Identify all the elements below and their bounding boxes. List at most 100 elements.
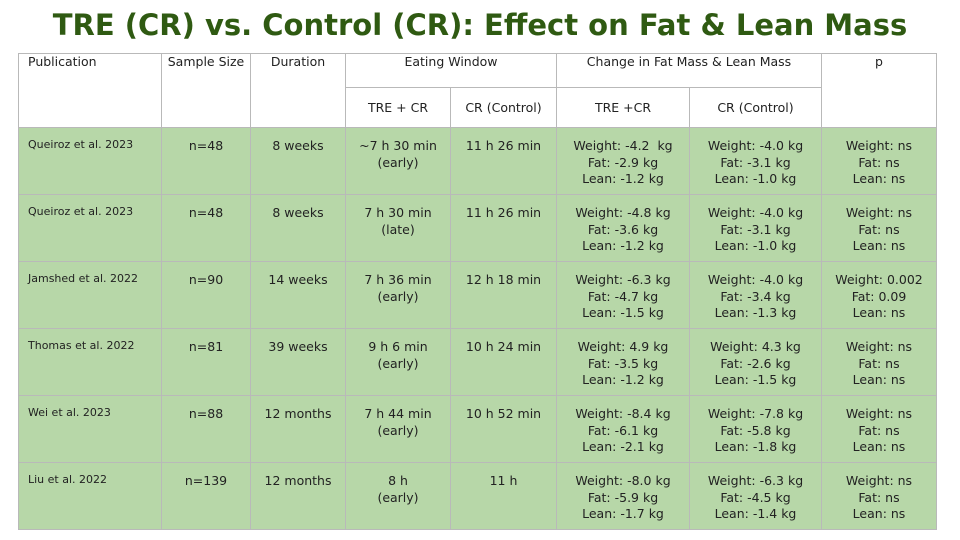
- cell-duration: 8 weeks: [250, 194, 346, 262]
- cell-tre-window-line: 7 h 36 min: [364, 272, 432, 287]
- table-row: Thomas et al. 2022 n=81 39 weeks 9 h 6 min(…: [18, 328, 937, 396]
- cell-p-value-line: Fat: ns: [858, 154, 900, 170]
- cell-cr-change-line: Fat: -5.8 kg: [720, 422, 791, 438]
- cell-tre-change: Weight: -6.3 kg Fat: -4.7 kg Lean: -1.5 kg: [556, 261, 690, 329]
- header-tre-cr-change: TRE +CR: [556, 87, 690, 128]
- cell-p-value: Weight: ns Fat: ns Lean: ns: [821, 462, 937, 530]
- cell-tre-change-line: Lean: -1.2 kg: [582, 238, 664, 253]
- cell-tre-window: 7 h 44 min (early): [345, 395, 451, 463]
- cell-cr-change: Weight: -6.3 kg Fat: -4.5 kg Lean: -1.4 kg: [689, 462, 822, 530]
- cell-publication: Liu et al. 2022: [18, 462, 162, 530]
- cell-tre-change-line: Lean: -1.2 kg: [582, 372, 664, 387]
- cell-cr-change: Weight: -4.0 kg Fat: -3.1 kg Lean: -1.0 kg: [689, 127, 822, 195]
- cell-p-value-line: Lean: ns: [852, 238, 906, 253]
- cell-cr-change: Weight: -4.0 kg Fat: -3.4 kg Lean: -1.3 kg: [689, 261, 822, 329]
- cell-p-value-line: Weight: ns: [845, 205, 913, 220]
- cell-p-value: Weight: 0.002 Fat: 0.09 Lean: ns: [821, 261, 937, 329]
- cell-cr-change-line: Fat: -4.5 kg: [720, 489, 791, 505]
- cell-tre-window-line: (late): [381, 221, 415, 237]
- cell-tre-change-line: Fat: -3.6 kg: [587, 221, 659, 237]
- cell-cr-window: 10 h 24 min: [450, 328, 557, 396]
- cell-tre-change-line: Fat: -3.5 kg: [587, 355, 659, 371]
- cell-tre-window: 7 h 36 min (early): [345, 261, 451, 329]
- cell-tre-window: 7 h 30 min (late): [345, 194, 451, 262]
- cell-tre-window-line: ~7 h 30 min: [359, 138, 437, 153]
- cell-tre-change-line: Weight: -8.4 kg: [575, 406, 671, 421]
- cell-tre-change-line: Fat: -5.9 kg: [587, 489, 659, 505]
- header-eating-window: Eating Window: [345, 53, 557, 88]
- table-row: Liu et al. 2022 n=139 12 months 8 h (early) 1…: [18, 462, 937, 530]
- cell-p-value-line: Fat: 0.09: [851, 288, 907, 304]
- cell-tre-change: Weight: -4.8 kg Fat: -3.6 kg Lean: -1.2 kg: [556, 194, 690, 262]
- cell-tre-window-line: (early): [377, 489, 419, 505]
- header-p: p: [821, 53, 937, 128]
- cell-p-value-line: Weight: ns: [845, 138, 913, 153]
- cell-p-value-line: Fat: ns: [858, 422, 900, 438]
- cell-tre-window-line: (early): [377, 288, 419, 304]
- cell-cr-change-line: Weight: -4.0 kg: [707, 138, 804, 153]
- cell-tre-change-line: Weight: -4.8 kg: [575, 205, 671, 220]
- cell-sample-size: n=139: [161, 462, 251, 530]
- cell-tre-change-line: Weight: -8.0 kg: [575, 473, 671, 488]
- cell-cr-window: 11 h 26 min: [450, 127, 557, 195]
- cell-publication: Thomas et al. 2022: [18, 328, 162, 396]
- cell-cr-change-line: Weight: -4.0 kg: [707, 272, 804, 287]
- cell-publication: Queiroz et al. 2023: [18, 127, 162, 195]
- cell-tre-change-line: Weight: -6.3 kg: [575, 272, 671, 287]
- table-row: Wei et al. 2023 n=88 12 months 7 h 44 min (e…: [18, 395, 937, 463]
- cell-cr-change: Weight: -4.0 kg Fat: -3.1 kg Lean: -1.0 kg: [689, 194, 822, 262]
- cell-cr-window: 10 h 52 min: [450, 395, 557, 463]
- cell-p-value: Weight: ns Fat: ns Lean: ns: [821, 127, 937, 195]
- table-row: Jamshed et al. 2022 n=90 14 weeks 7 h 36 mi…: [18, 261, 937, 329]
- cell-tre-window-line: (early): [377, 355, 419, 371]
- cell-tre-window-line: 8 h: [388, 473, 408, 488]
- cell-p-value-line: Lean: ns: [852, 305, 906, 320]
- header-duration: Duration: [250, 53, 346, 128]
- cell-sample-size: n=48: [161, 194, 251, 262]
- cell-p-value-line: Fat: ns: [858, 489, 900, 505]
- cell-cr-change-line: Weight: -6.3 kg: [707, 473, 804, 488]
- header-change: Change in Fat Mass & Lean Mass: [556, 53, 822, 88]
- cell-tre-change-line: Lean: -1.7 kg: [582, 506, 664, 521]
- cell-tre-change-line: Weight: 4.9 kg: [577, 339, 669, 354]
- cell-cr-change-line: Lean: -1.8 kg: [714, 439, 797, 454]
- cell-p-value-line: Lean: ns: [852, 372, 906, 387]
- cell-tre-change-line: Fat: -2.9 kg: [587, 154, 659, 170]
- cell-cr-change-line: Fat: -2.6 kg: [720, 355, 791, 371]
- cell-p-value-line: Lean: ns: [852, 171, 906, 186]
- cell-duration: 12 months: [250, 462, 346, 530]
- cell-tre-window: 9 h 6 min (early): [345, 328, 451, 396]
- cell-p-value-line: Weight: 0.002: [835, 272, 923, 287]
- cell-tre-change: Weight: -8.4 kg Fat: -6.1 kg Lean: -2.1 kg: [556, 395, 690, 463]
- cell-tre-window-line: 9 h 6 min: [368, 339, 428, 354]
- cell-sample-size: n=81: [161, 328, 251, 396]
- cell-tre-window: 8 h (early): [345, 462, 451, 530]
- table-row: Queiroz et al. 2023 n=48 8 weeks ~7 h 30 mi…: [18, 127, 937, 195]
- cell-p-value-line: Lean: ns: [852, 506, 906, 521]
- cell-tre-change-line: Fat: -4.7 kg: [587, 288, 659, 304]
- cell-p-value-line: Lean: ns: [852, 439, 906, 454]
- cell-tre-change-line: Fat: -6.1 kg: [587, 422, 659, 438]
- cell-tre-window-line: (early): [377, 422, 419, 438]
- cell-cr-change-line: Lean: -1.4 kg: [714, 506, 797, 521]
- cell-cr-change-line: Fat: -3.1 kg: [720, 154, 791, 170]
- header-sample-size: Sample Size: [161, 53, 251, 128]
- cell-tre-change: Weight: -8.0 kg Fat: -5.9 kg Lean: -1.7 kg: [556, 462, 690, 530]
- results-table: Publication Sample Size Duration Eating …: [18, 53, 937, 530]
- cell-p-value: Weight: ns Fat: ns Lean: ns: [821, 194, 937, 262]
- cell-publication: Wei et al. 2023: [18, 395, 162, 463]
- header-cr-control: CR (Control): [450, 87, 557, 128]
- page-title: TRE (CR) vs. Control (CR): Effect on Fat…: [52, 8, 908, 42]
- cell-cr-change-line: Lean: -1.3 kg: [714, 305, 797, 320]
- cell-tre-change-line: Weight: -4.2 kg: [573, 138, 673, 153]
- cell-duration: 14 weeks: [250, 261, 346, 329]
- cell-sample-size: n=48: [161, 127, 251, 195]
- cell-tre-window-line: 7 h 44 min: [364, 406, 432, 421]
- cell-cr-change-line: Fat: -3.1 kg: [720, 221, 791, 237]
- cell-p-value-line: Fat: ns: [858, 221, 900, 237]
- table-body: Queiroz et al. 2023 n=48 8 weeks ~7 h 30 mi…: [18, 127, 937, 530]
- cell-tre-change: Weight: 4.9 kg Fat: -3.5 kg Lean: -1.2 kg: [556, 328, 690, 396]
- cell-tre-window: ~7 h 30 min (early): [345, 127, 451, 195]
- cell-duration: 8 weeks: [250, 127, 346, 195]
- cell-cr-change-line: Lean: -1.5 kg: [714, 372, 797, 387]
